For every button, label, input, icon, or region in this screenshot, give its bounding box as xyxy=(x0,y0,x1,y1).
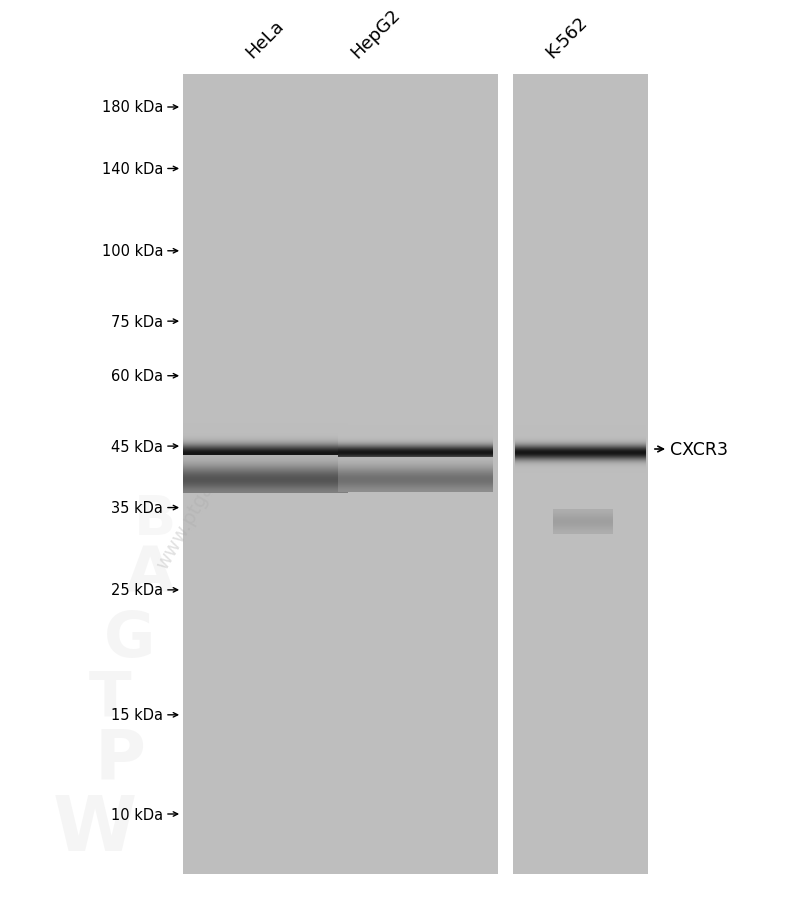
Bar xyxy=(513,75,648,874)
Bar xyxy=(183,75,498,874)
Text: HepG2: HepG2 xyxy=(347,5,403,62)
Text: 75 kDa: 75 kDa xyxy=(111,314,163,329)
Text: G: G xyxy=(104,610,156,669)
Text: 25 kDa: 25 kDa xyxy=(111,583,163,598)
Text: CXCR3: CXCR3 xyxy=(670,440,728,458)
Text: HeLa: HeLa xyxy=(242,17,287,62)
Text: P: P xyxy=(94,726,146,793)
Text: 180 kDa: 180 kDa xyxy=(102,100,163,115)
Text: 10 kDa: 10 kDa xyxy=(111,806,163,822)
Text: T: T xyxy=(89,669,131,729)
Text: 60 kDa: 60 kDa xyxy=(111,369,163,383)
Text: 140 kDa: 140 kDa xyxy=(102,161,163,177)
Text: 100 kDa: 100 kDa xyxy=(102,244,163,259)
Text: A: A xyxy=(126,545,174,604)
Text: B: B xyxy=(134,492,176,547)
Text: www.ptgab.com: www.ptgab.com xyxy=(153,427,247,572)
Text: K-562: K-562 xyxy=(542,14,591,62)
Text: W: W xyxy=(53,792,137,866)
Text: 35 kDa: 35 kDa xyxy=(111,501,163,516)
Text: 15 kDa: 15 kDa xyxy=(111,707,163,723)
Text: 45 kDa: 45 kDa xyxy=(111,439,163,454)
